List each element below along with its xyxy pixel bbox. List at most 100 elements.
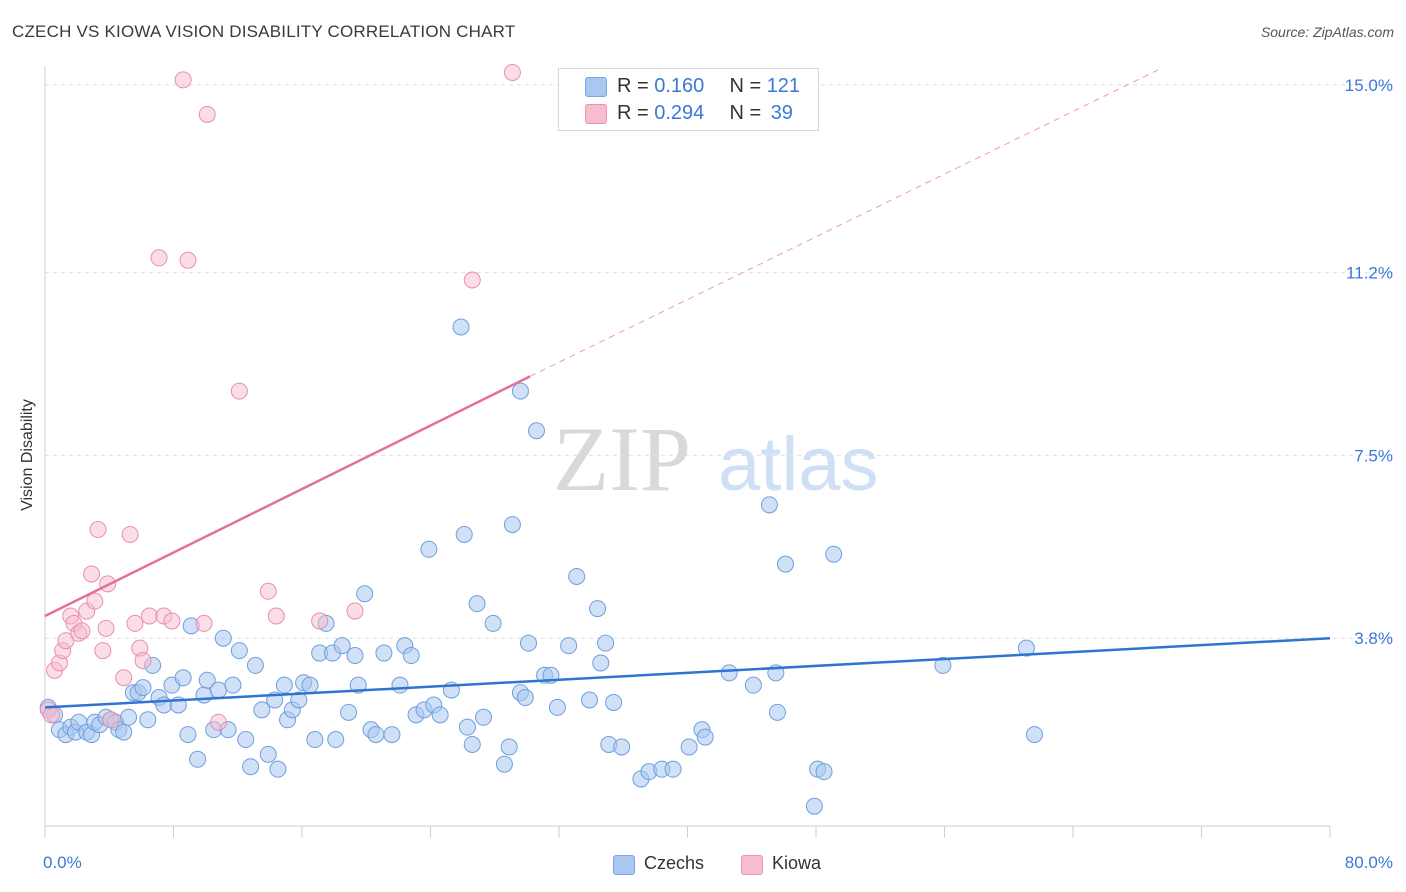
czech-bottom-swatch (613, 855, 635, 875)
watermark: ZIP atlas (553, 408, 879, 510)
kiowa-point (57, 632, 75, 650)
kiowa-point (42, 706, 60, 724)
trend-lines (44, 69, 1331, 709)
kiowa-point (94, 642, 112, 660)
kiowa-point (140, 607, 158, 625)
czech-point (516, 689, 534, 707)
czech-point (174, 669, 192, 687)
czech-point (468, 595, 486, 613)
czech-point (475, 708, 493, 726)
source-credit: Source: ZipAtlas.com (1260, 24, 1394, 40)
kiowa-point (126, 614, 144, 632)
czech-point (1017, 639, 1035, 657)
czech-point (592, 654, 610, 672)
kiowa-legend-name: Kiowa (772, 853, 822, 873)
czech-point (383, 726, 401, 744)
czech-point (189, 750, 207, 768)
czech-point (680, 738, 698, 756)
czech-point (568, 567, 586, 585)
czech-point (224, 676, 242, 694)
czech-point (214, 629, 232, 647)
grid-lines (45, 84, 1393, 639)
czech-point (744, 676, 762, 694)
tick-labels: 3.8% 7.5% 11.2% 15.0% 0.0% 80.0% (43, 76, 1393, 872)
czech-r-label: R = (617, 75, 649, 97)
czech-point (934, 656, 952, 674)
czech-point (120, 708, 138, 726)
correlation-legend: R = 0.160 N = 121 R = 0.294 N = 39 (558, 68, 819, 131)
kiowa-point (311, 612, 329, 630)
kiowa-point (115, 669, 133, 687)
czech-point (155, 696, 173, 714)
x-tick-label-max: 80.0% (1345, 853, 1393, 872)
czech-point (253, 701, 271, 719)
czech-point (511, 382, 529, 400)
czech-point (805, 797, 823, 815)
kiowa-legend-stats: R = 0.294 N = 39 (617, 102, 793, 125)
czech-point (134, 679, 152, 697)
kiowa-n-value: 39 (770, 102, 793, 124)
kiowa-points (39, 63, 521, 731)
czech-r-value: 0.160 (654, 75, 705, 97)
czech-point (589, 600, 607, 618)
kiowa-legend-swatch (585, 104, 607, 124)
kiowa-point (97, 619, 115, 637)
czech-point (1025, 726, 1043, 744)
czech-point (548, 698, 566, 716)
czech-point (306, 731, 324, 749)
kiowa-point (150, 249, 168, 267)
kiowa-point (195, 614, 213, 632)
y-tick-label: 11.2% (1346, 264, 1393, 283)
czech-point (420, 540, 438, 558)
czech-point (431, 706, 449, 724)
kiowa-point (346, 602, 364, 620)
czech-point (356, 585, 374, 603)
kiowa-point (121, 525, 139, 543)
czech-point (463, 735, 481, 753)
czech-point (458, 718, 476, 736)
kiowa-point (73, 622, 91, 640)
czech-point (452, 318, 470, 336)
czech-point (391, 676, 409, 694)
czech-trend-line (44, 636, 1331, 709)
kiowa-point (83, 565, 101, 583)
czech-point (528, 422, 546, 440)
czech-point (613, 738, 631, 756)
kiowa-point (89, 521, 107, 539)
czech-point (246, 656, 264, 674)
czech-point (367, 726, 385, 744)
czech-point (340, 703, 358, 721)
czech-point (275, 676, 293, 694)
czech-point (242, 758, 260, 776)
czech-point (760, 496, 778, 514)
kiowa-r-value: 0.294 (654, 102, 705, 124)
kiowa-point (463, 271, 481, 289)
kiowa-point (102, 711, 120, 729)
y-tick-label: 15.0% (1345, 76, 1393, 95)
kiowa-r-label: R = (617, 102, 649, 124)
czech-point (269, 760, 287, 778)
czech-point (402, 647, 420, 665)
kiowa-point (179, 251, 197, 269)
czech-point (776, 555, 794, 573)
czech-point (720, 664, 738, 682)
czech-point (139, 711, 157, 729)
axes (44, 66, 1331, 838)
czech-point (696, 728, 714, 746)
kiowa-point (209, 713, 227, 731)
czech-n-value: 121 (766, 75, 801, 97)
kiowa-n-label: N = (729, 102, 762, 124)
czech-point (346, 647, 364, 665)
kiowa-point (86, 592, 104, 610)
y-tick-label: 3.8% (1354, 629, 1393, 648)
czech-point (230, 642, 248, 660)
czech-point (259, 745, 277, 763)
czech-point (560, 637, 578, 655)
czech-n-label: N = (729, 75, 762, 97)
czech-point (484, 614, 502, 632)
czech-point (500, 738, 518, 756)
czech-point (519, 634, 537, 652)
chart-title: CZECH VS KIOWA VISION DISABILITY CORRELA… (12, 22, 516, 41)
kiowa-point (134, 651, 152, 669)
